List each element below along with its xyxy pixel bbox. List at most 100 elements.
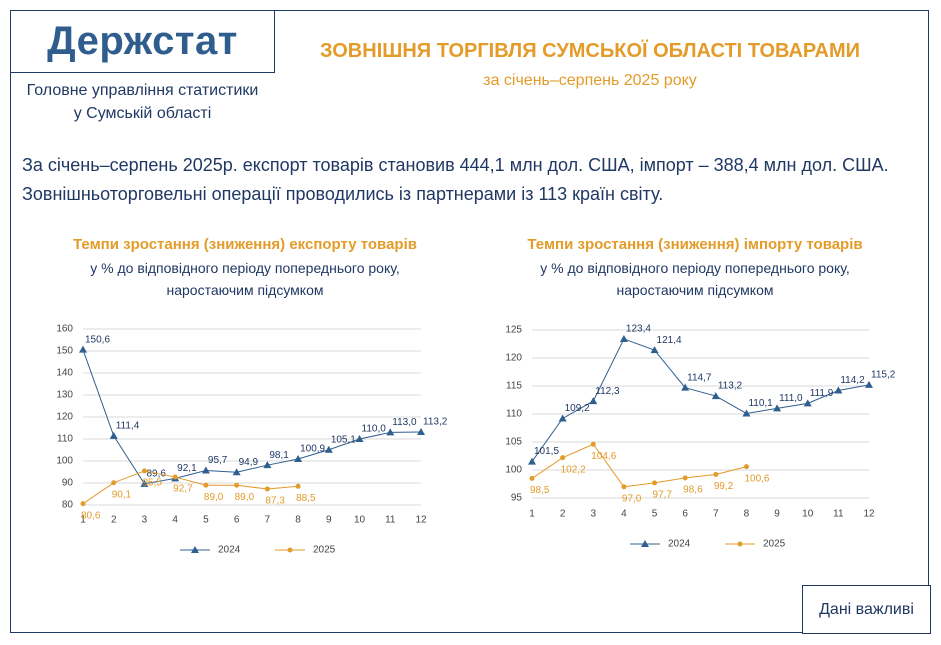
y-tick-label: 100 bbox=[505, 465, 522, 476]
series-line bbox=[82, 470, 299, 505]
point bbox=[773, 404, 782, 412]
x-tick-label: 3 bbox=[142, 515, 148, 526]
org-name: у Сумській області bbox=[73, 105, 212, 122]
x-tick-label: 12 bbox=[863, 509, 875, 520]
y-tick-label: 125 bbox=[505, 325, 522, 336]
x-tick-label: 7 bbox=[265, 515, 271, 526]
page-subtitle: за січень–серпень 2025 року bbox=[483, 72, 697, 89]
x-tick-label: 6 bbox=[682, 509, 688, 520]
point bbox=[141, 468, 147, 474]
point bbox=[140, 479, 149, 487]
data-label: 114,7 bbox=[687, 372, 712, 383]
x-tick-label: 12 bbox=[415, 515, 427, 526]
x-tick-label: 9 bbox=[326, 515, 332, 526]
point bbox=[865, 380, 873, 388]
legend-label: 2025 bbox=[313, 545, 336, 556]
point bbox=[742, 409, 751, 417]
y-tick-label: 95 bbox=[511, 493, 523, 504]
data-label: 92,1 bbox=[177, 463, 197, 474]
data-label: 115,2 bbox=[871, 370, 896, 381]
chart-subtitle: наростаючим підсумком bbox=[616, 282, 774, 298]
point bbox=[294, 455, 303, 463]
y-tick-label: 120 bbox=[56, 412, 73, 423]
summary-text: За січень–серпень 2025р. експорт товарів… bbox=[22, 155, 889, 175]
point bbox=[79, 345, 87, 353]
data-label: 101,5 bbox=[534, 446, 559, 457]
data-label: 111,0 bbox=[779, 393, 803, 404]
point bbox=[711, 392, 720, 400]
data-label: 99,2 bbox=[714, 481, 734, 492]
data-label: 89,6 bbox=[146, 469, 166, 480]
data-label: 95,7 bbox=[208, 455, 228, 466]
x-tick-label: 8 bbox=[295, 515, 301, 526]
y-tick-label: 115 bbox=[506, 381, 522, 392]
data-label: 102,2 bbox=[561, 464, 586, 475]
point bbox=[681, 383, 690, 391]
x-tick-label: 5 bbox=[652, 509, 658, 520]
y-tick-label: 120 bbox=[505, 353, 522, 364]
data-label: 97,0 bbox=[622, 493, 642, 504]
point bbox=[803, 399, 812, 407]
important-button[interactable]: Дані важливі bbox=[802, 585, 931, 634]
point bbox=[589, 397, 598, 405]
data-label: 113,2 bbox=[718, 381, 743, 392]
y-tick-label: 90 bbox=[62, 478, 74, 489]
x-tick-label: 10 bbox=[802, 509, 814, 520]
point bbox=[713, 471, 719, 477]
data-label: 113,2 bbox=[423, 417, 448, 428]
data-label: 150,6 bbox=[85, 334, 110, 345]
chart-title: Темпи зростання (зниження) імпорту товар… bbox=[527, 236, 863, 253]
data-label: 114,2 bbox=[840, 375, 865, 386]
data-label: 98,1 bbox=[269, 450, 289, 461]
org-name: Головне управління статистики bbox=[26, 82, 259, 99]
point bbox=[355, 435, 364, 442]
legend-marker bbox=[287, 547, 293, 553]
point bbox=[528, 457, 536, 465]
x-tick-label: 4 bbox=[621, 509, 627, 520]
y-tick-label: 110 bbox=[506, 409, 522, 420]
x-tick-label: 2 bbox=[560, 509, 566, 520]
logo: Держстат bbox=[10, 10, 275, 73]
data-label: 112,3 bbox=[595, 386, 620, 397]
point bbox=[650, 346, 659, 354]
point bbox=[529, 475, 535, 481]
point bbox=[232, 468, 241, 476]
series-line bbox=[531, 338, 870, 462]
point bbox=[386, 428, 395, 436]
data-label: 111,9 bbox=[810, 388, 834, 399]
y-tick-label: 150 bbox=[56, 346, 73, 357]
y-tick-label: 100 bbox=[56, 456, 73, 467]
legend-marker bbox=[641, 540, 649, 547]
data-label: 100,9 bbox=[300, 444, 325, 455]
chart-title: Темпи зростання (зниження) експорту това… bbox=[73, 236, 417, 253]
point bbox=[834, 386, 843, 394]
x-tick-label: 4 bbox=[172, 515, 178, 526]
data-label: 95,5 bbox=[142, 478, 162, 489]
legend-marker bbox=[737, 541, 743, 547]
legend-label: 2024 bbox=[668, 539, 691, 550]
point bbox=[590, 441, 596, 447]
point bbox=[621, 484, 627, 490]
legend-label: 2025 bbox=[763, 539, 786, 550]
point bbox=[652, 480, 658, 486]
point bbox=[234, 482, 240, 488]
y-tick-label: 160 bbox=[56, 324, 73, 335]
x-tick-label: 5 bbox=[203, 515, 209, 526]
data-label: 109,2 bbox=[565, 403, 590, 414]
x-tick-label: 11 bbox=[833, 509, 844, 520]
data-label: 121,4 bbox=[657, 335, 682, 346]
x-tick-label: 2 bbox=[111, 515, 117, 526]
x-tick-label: 11 bbox=[385, 515, 396, 526]
series-line bbox=[82, 349, 422, 485]
chart-subtitle: наростаючим підсумком bbox=[166, 282, 324, 298]
point bbox=[80, 501, 86, 507]
data-label: 98,6 bbox=[683, 484, 703, 495]
x-tick-label: 1 bbox=[529, 509, 535, 520]
data-label: 94,9 bbox=[239, 457, 259, 468]
data-label: 105,1 bbox=[331, 434, 356, 445]
legend-label: 2024 bbox=[218, 545, 241, 556]
summary-text: Зовнішньоторговельні операції проводилис… bbox=[22, 184, 664, 204]
y-tick-label: 140 bbox=[56, 368, 73, 379]
point bbox=[682, 475, 688, 481]
